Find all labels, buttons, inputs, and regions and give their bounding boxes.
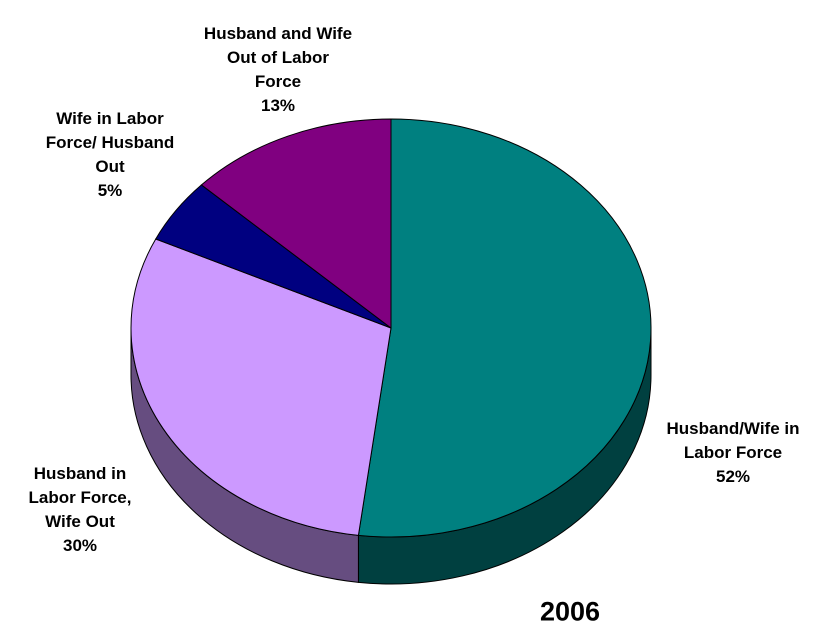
- label-category: Husband in Labor Force, Wife Out: [28, 464, 132, 531]
- data-label: Husband/Wife in Labor Force 52%: [658, 417, 808, 489]
- label-value: 30%: [62, 536, 98, 555]
- label-value: 13%: [260, 96, 296, 115]
- label-category: Wife in Labor Force/ Husband Out: [45, 109, 175, 176]
- slice: [130, 238, 392, 536]
- slice: [200, 118, 392, 330]
- data-label: Husband and Wife Out of Labor Force 13%: [203, 22, 353, 118]
- chart-title: 2006: [539, 596, 601, 627]
- data-label: Husband in Labor Force, Wife Out 30%: [15, 462, 145, 558]
- slice: [357, 118, 652, 538]
- label-value: 5%: [97, 181, 123, 200]
- label-value: 52%: [715, 467, 751, 486]
- label-category: Husband/Wife in Labor Force: [666, 419, 800, 462]
- data-label: Wife in Labor Force/ Husband Out 5%: [43, 107, 178, 203]
- label-category: Husband and Wife Out of Labor Force: [203, 24, 353, 91]
